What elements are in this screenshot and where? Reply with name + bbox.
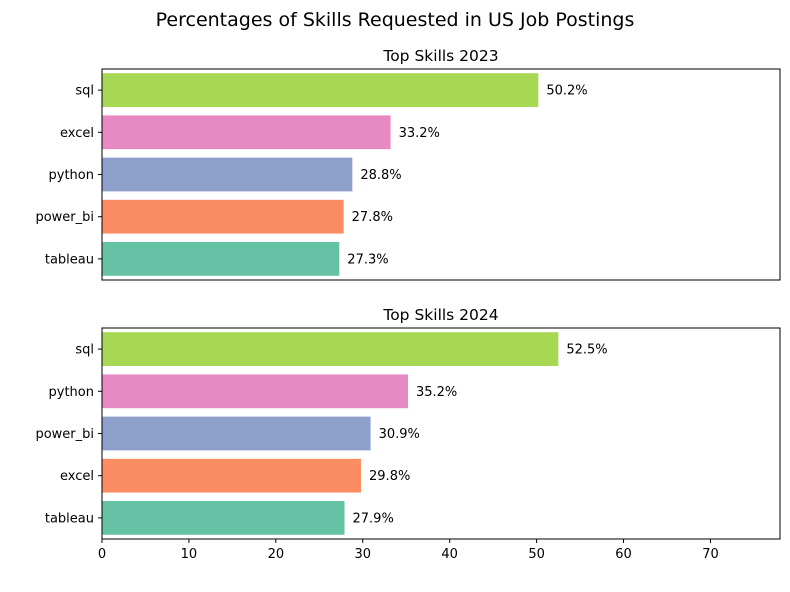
x-tick-label: 70 (702, 547, 719, 562)
y-tick-label: python (49, 168, 94, 183)
data-label: 27.3% (347, 252, 388, 267)
chart-title: Top Skills 2023 (382, 47, 498, 65)
y-tick-label: power_bi (35, 427, 94, 442)
data-label: 52.5% (566, 343, 607, 358)
y-tick-label: sql (75, 84, 94, 99)
bar-sql (102, 73, 539, 107)
y-tick-label: power_bi (35, 210, 94, 225)
x-tick-label: 20 (268, 547, 285, 562)
data-label: 29.8% (369, 469, 410, 484)
y-tick-label: excel (60, 469, 94, 484)
y-tick-label: tableau (45, 252, 94, 267)
y-tick-label: sql (75, 343, 94, 358)
axes-frame (101, 68, 781, 281)
y-tick-label: python (49, 385, 94, 400)
data-label: 50.2% (546, 84, 587, 99)
axes-frame (101, 327, 781, 540)
bar-excel (102, 458, 362, 493)
data-label: 33.2% (399, 126, 440, 141)
x-tick-label: 10 (181, 547, 198, 562)
x-tick-label: 60 (615, 547, 632, 562)
bar-tableau (102, 242, 340, 276)
data-label: 27.9% (353, 511, 394, 526)
data-label: 30.9% (379, 427, 420, 442)
bar-python (102, 157, 353, 192)
data-label: 27.8% (352, 210, 393, 225)
bar-python (102, 374, 408, 409)
chart-title: Top Skills 2024 (382, 306, 498, 324)
bar-excel (102, 115, 391, 150)
x-tick-label: 40 (441, 547, 458, 562)
y-tick-label: excel (60, 126, 94, 141)
bar-power_bi (102, 416, 371, 451)
x-tick-label: 30 (354, 547, 371, 562)
bar-sql (102, 332, 559, 366)
data-label: 28.8% (360, 168, 401, 183)
y-tick-label: tableau (45, 511, 94, 526)
chart-panel-1: Top Skills 2023 sql 50.2% excel 33.2% python 2… (35, 47, 781, 281)
bar-power_bi (102, 199, 344, 234)
bar-tableau (102, 501, 345, 535)
x-tick-label: 50 (528, 547, 545, 562)
figure-title: Percentages of Skills Requested in US Jo… (156, 9, 635, 31)
chart-panel-2: Top Skills 2024 sql 52.5% python 35.2% power_… (35, 306, 781, 562)
data-label: 35.2% (416, 385, 457, 400)
x-tick-label: 0 (98, 547, 106, 562)
